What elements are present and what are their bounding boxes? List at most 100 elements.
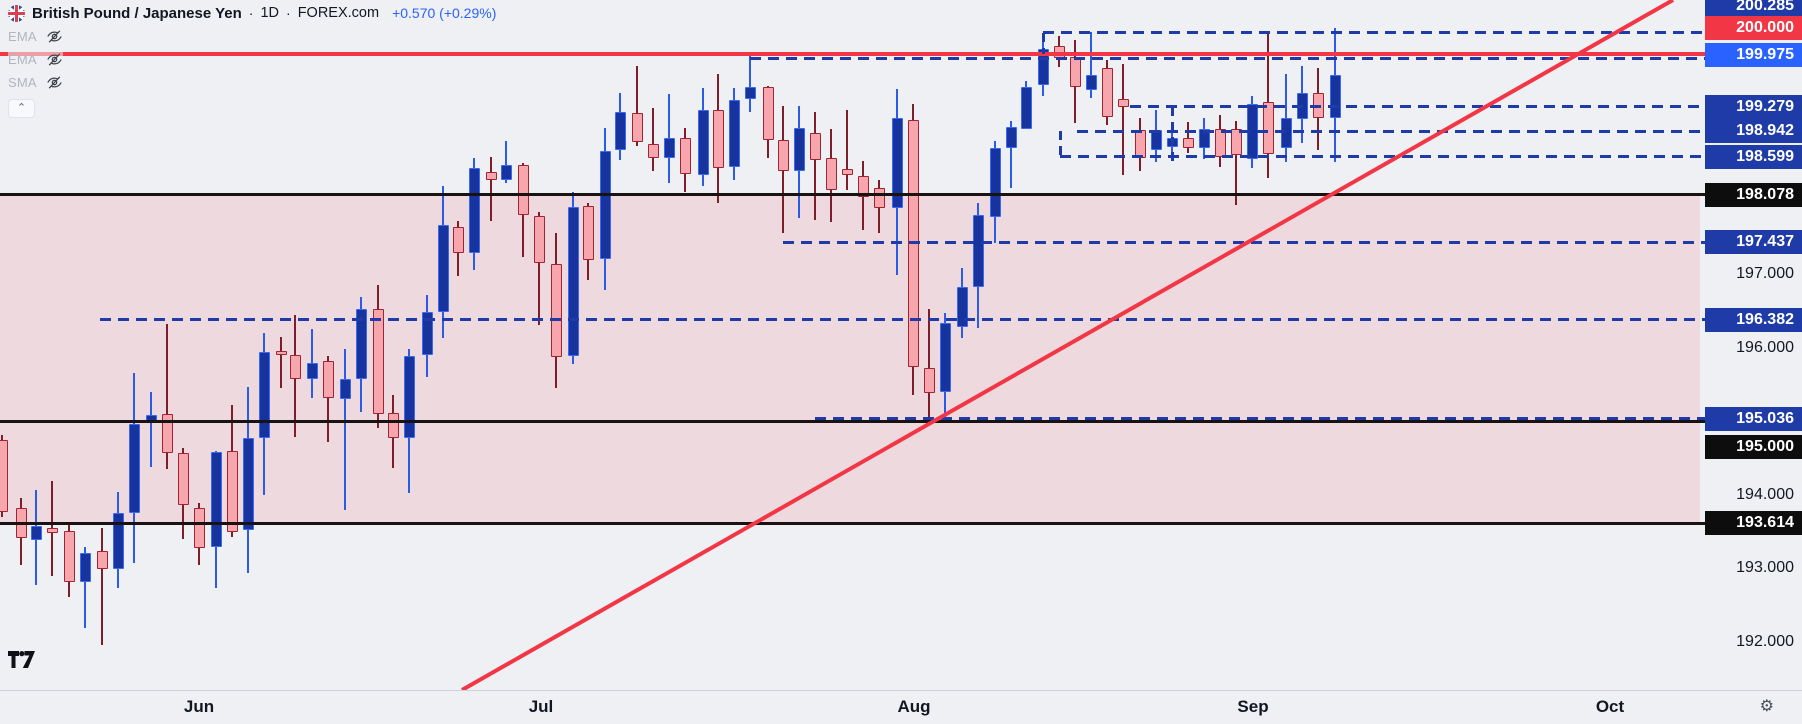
price-tick: 193.000 [1736, 559, 1794, 577]
candle-body [403, 356, 415, 439]
candle-body [631, 113, 643, 142]
indicator-row-sma: SMA [8, 72, 63, 93]
timeframe[interactable]: 1D [260, 5, 280, 21]
candle-wick [326, 356, 330, 443]
candle-body [923, 367, 935, 394]
dashed-level-line[interactable] [1043, 31, 1705, 35]
candle-body [258, 352, 270, 439]
price-tick: 194.000 [1736, 485, 1794, 503]
candle-body [421, 312, 433, 355]
candle-body [0, 440, 8, 512]
candle-body [226, 450, 238, 533]
candle-body [437, 224, 449, 313]
indicator-row-ema: EMA [8, 49, 63, 70]
dashed-level-line[interactable] [100, 318, 1705, 322]
candle-body [177, 453, 189, 505]
candle-body [939, 323, 951, 393]
candle-wick [343, 349, 347, 511]
candle-wick [651, 108, 655, 171]
candle-wick [1089, 32, 1093, 99]
price-level-label-navy: 196.382 [1705, 307, 1802, 332]
candle-wick [927, 309, 931, 417]
horizontal-level-line[interactable] [0, 419, 1705, 423]
candle-body [550, 263, 562, 358]
candle-wick [845, 109, 849, 190]
candle-wick [748, 55, 752, 113]
candle-body [387, 413, 399, 439]
price-tick: 197.000 [1736, 265, 1794, 283]
candle-wick [504, 141, 508, 183]
candle-wick [165, 324, 169, 469]
candle-wick [149, 391, 153, 467]
legend-collapse-button[interactable]: ⌃ [8, 99, 35, 118]
candle-body [210, 452, 222, 547]
candle-body [306, 363, 318, 380]
price-level-label-black: 195.000 [1705, 435, 1802, 459]
candle-wick [1186, 122, 1190, 153]
candle-body [128, 424, 140, 514]
month-label-aug: Aug [897, 697, 931, 716]
candle-body [663, 138, 675, 159]
candle-body [841, 169, 853, 175]
dashed-level-line[interactable] [1130, 105, 1705, 109]
candle-body [145, 415, 157, 424]
candle-body [1230, 129, 1242, 156]
indicator-label: EMA [8, 29, 37, 44]
candle-wick [1121, 63, 1125, 175]
dashed-level-line[interactable] [815, 417, 1705, 420]
candle-body [679, 138, 691, 175]
dashed-box-edge[interactable] [1041, 32, 1045, 54]
symbol-title-row[interactable]: British Pound / Japanese Yen · 1D · FORE… [8, 2, 496, 24]
time-axis[interactable]: ⚙ Jun Jul Aug Sep Oct [0, 690, 1802, 724]
candle-body [355, 309, 367, 379]
candle-body [825, 158, 837, 191]
price-level-label-navy: 199.279 [1705, 94, 1802, 119]
candle-body [533, 216, 545, 264]
dashed-box-edge[interactable] [1170, 106, 1174, 163]
candle-body [339, 378, 351, 400]
dashed-level-line[interactable] [750, 56, 1705, 60]
candle-body [485, 171, 497, 181]
dashed-box-edge[interactable] [1058, 131, 1062, 157]
candle-body [322, 360, 334, 399]
candle-body [1182, 138, 1194, 149]
price-level-label-navy: 197.437 [1705, 230, 1802, 255]
candle-body [744, 87, 756, 100]
tradingview-logo[interactable] [8, 651, 35, 668]
rising-trendline[interactable] [461, 0, 1674, 692]
data-provider[interactable]: FOREX.com [297, 5, 380, 21]
dashed-level-line[interactable] [1077, 129, 1705, 133]
visibility-eye-off-icon[interactable] [46, 28, 63, 45]
candle-body [372, 309, 384, 414]
candle-body [96, 551, 108, 569]
candle-body [1198, 128, 1210, 149]
candle-wick [489, 156, 493, 222]
dashed-level-line[interactable] [1060, 155, 1705, 159]
price-level-label-black: 193.614 [1705, 511, 1802, 536]
dashed-level-line[interactable] [783, 240, 1705, 244]
time-axis-settings-gear-icon[interactable]: ⚙ [1759, 698, 1774, 715]
price-level-label-black: 198.078 [1705, 182, 1802, 207]
candle-wick [1284, 73, 1288, 163]
candle-wick [1234, 121, 1238, 206]
candle-wick [537, 212, 541, 325]
candle-body [1085, 74, 1097, 90]
price-change: +0.570 (+0.29%) [392, 5, 497, 21]
visibility-eye-off-icon[interactable] [46, 51, 63, 68]
price-tick: 196.000 [1736, 338, 1794, 356]
visibility-eye-off-icon[interactable] [46, 74, 63, 91]
price-level-label-navy: 198.942 [1705, 119, 1802, 144]
price-level-label-navy: 200.285 [1705, 0, 1802, 18]
horizontal-level-line[interactable] [0, 521, 1705, 525]
candle-body [1117, 99, 1129, 107]
candle-body [614, 112, 626, 150]
candle-body [500, 164, 512, 181]
price-level-label-red: 200.000 [1705, 16, 1802, 40]
symbol-title[interactable]: British Pound / Japanese Yen [32, 4, 242, 22]
horizontal-level-line[interactable] [0, 193, 1705, 197]
candle-body [30, 526, 42, 541]
red-resistance-line[interactable] [0, 51, 1706, 56]
